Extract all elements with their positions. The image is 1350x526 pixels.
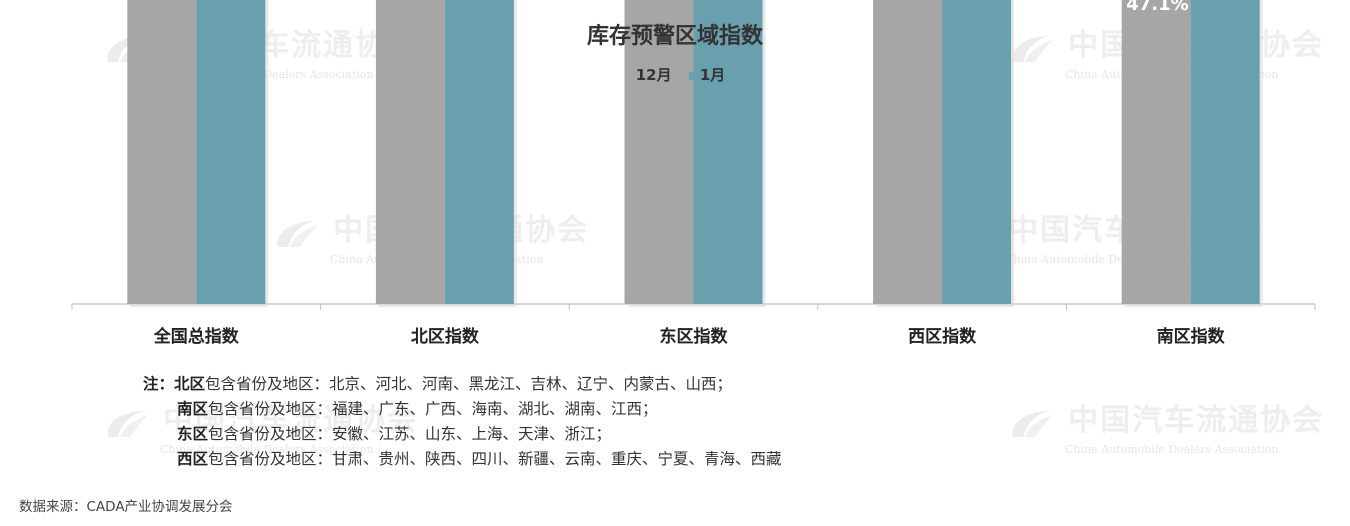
- bar-12m: [624, 0, 694, 304]
- note-region-south: 南区: [177, 400, 209, 418]
- legend-label-1m: 1月: [699, 66, 726, 84]
- x-tick-label: 南区指数: [1157, 326, 1226, 347]
- legend-item-12m: 12月: [624, 64, 672, 85]
- note-region-east: 东区: [177, 425, 209, 443]
- note-provinces-north: 北京、河北、河南、黑龙江、吉林、辽宁、内蒙古、山西；: [329, 375, 733, 393]
- bar-1m: [693, 0, 763, 304]
- note-region-west: 西区: [177, 450, 209, 468]
- note-middle: 包含省份及地区：: [208, 450, 333, 468]
- bar-12m: [1121, 0, 1191, 305]
- note-middle: 包含省份及地区：: [208, 400, 333, 418]
- bar-1m: [1190, 0, 1260, 305]
- region-notes: 注：北区包含省份及地区：北京、河北、河南、黑龙江、吉林、辽宁、内蒙古、山西； 南…: [143, 372, 782, 472]
- data-label-12m: 47.1%: [1126, 0, 1188, 15]
- legend-item-1m: 1月: [688, 64, 726, 85]
- watermark-org-cn: 中国汽车流通协会: [1068, 403, 1325, 438]
- bar-1m: [444, 0, 514, 304]
- note-row-east: 东区包含省份及地区：安徽、江苏、山东、上海、天津、浙江；: [143, 422, 782, 447]
- note-row-south: 南区包含省份及地区：福建、广东、广西、海南、湖北、湖南、江西；: [143, 397, 782, 422]
- bar-1m: [196, 0, 266, 304]
- note-provinces-west: 甘肃、贵州、陕西、四川、新疆、云南、重庆、宁夏、青海、西藏: [332, 450, 782, 468]
- x-tick-label: 北区指数: [411, 326, 480, 347]
- bar-12m: [873, 0, 943, 304]
- watermark-bottom-right: 中国汽车流通协会 China Automobile Dealers Associ…: [1005, 395, 1324, 456]
- watermark-org-en: China Automobile Dealers Association: [1065, 442, 1279, 456]
- note-provinces-east: 安徽、江苏、山东、上海、天津、浙江；: [332, 425, 612, 443]
- note-provinces-south: 福建、广东、广西、海南、湖北、湖南、江西；: [332, 400, 658, 418]
- cada-logo-icon: [1012, 410, 1053, 437]
- note-middle: 包含省份及地区：: [205, 375, 330, 393]
- note-row-north: 注：北区包含省份及地区：北京、河北、河南、黑龙江、吉林、辽宁、内蒙古、山西；: [143, 372, 782, 397]
- x-tick-label: 东区指数: [660, 326, 729, 347]
- note-prefix: 注：: [143, 375, 175, 393]
- note-region-north: 北区: [174, 375, 206, 393]
- legend-swatch-1m: [688, 71, 697, 80]
- chart-legend: 12月 1月: [0, 64, 1350, 85]
- note-row-west: 西区包含省份及地区：甘肃、贵州、陕西、四川、新疆、云南、重庆、宁夏、青海、西藏: [143, 447, 782, 472]
- x-tick-label: 西区指数: [908, 326, 977, 347]
- legend-swatch-12m: [624, 71, 633, 80]
- bar-chart: 53.7%59.9%全国总指数62.4%65.8%北区指数51.4%61.3%东…: [71, 0, 1316, 347]
- bar-12m: [375, 0, 445, 304]
- bar-12m: [127, 0, 197, 304]
- bar-1m: [942, 0, 1012, 304]
- data-source: 数据来源：CADA产业协调发展分会: [19, 499, 233, 515]
- chart-title: 库存预警区域指数: [586, 24, 763, 49]
- note-middle: 包含省份及地区：: [208, 425, 333, 443]
- x-tick-label: 全国总指数: [153, 326, 240, 347]
- legend-label-12m: 12月: [635, 66, 672, 84]
